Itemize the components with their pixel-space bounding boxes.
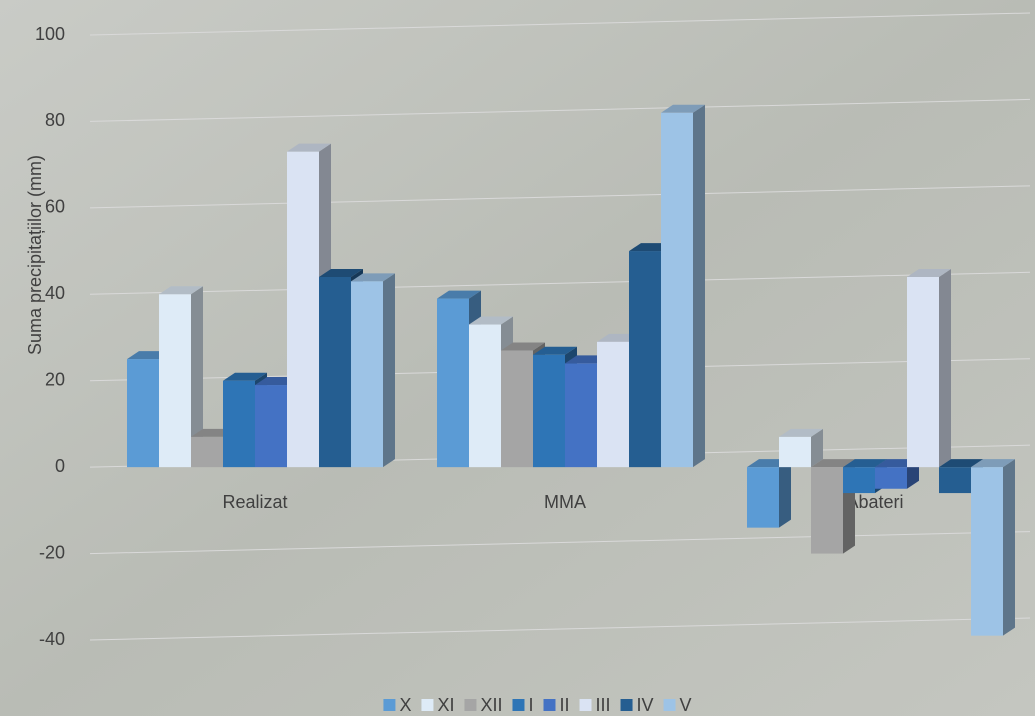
legend-label: II xyxy=(560,695,570,715)
legend-swatch xyxy=(621,699,633,711)
bar xyxy=(811,467,843,553)
bar xyxy=(127,359,159,467)
bar xyxy=(565,363,597,467)
bar-side xyxy=(1003,459,1015,636)
legend-label: XII xyxy=(480,695,502,715)
bar xyxy=(907,277,939,467)
x-tick-label: Abateri xyxy=(846,492,903,512)
y-tick-label: -40 xyxy=(39,629,65,649)
legend-label: V xyxy=(680,695,692,715)
x-tick-label: MMA xyxy=(544,492,586,512)
y-tick-label: 100 xyxy=(35,24,65,44)
y-tick-label: 0 xyxy=(55,456,65,476)
legend-label: XI xyxy=(437,695,454,715)
bar-side xyxy=(693,105,705,467)
y-axis-label: Suma precipitațiilor (mm) xyxy=(25,155,45,355)
legend-label: III xyxy=(596,695,611,715)
bar-side xyxy=(939,269,951,467)
legend-swatch xyxy=(544,699,556,711)
bar-side xyxy=(383,273,395,467)
legend-swatch xyxy=(580,699,592,711)
bar xyxy=(255,385,287,467)
legend-swatch xyxy=(421,699,433,711)
legend-swatch xyxy=(664,699,676,711)
bar xyxy=(971,467,1003,636)
bar-side xyxy=(779,459,791,528)
bar xyxy=(351,281,383,467)
bar xyxy=(223,381,255,467)
bar xyxy=(597,342,629,467)
bar xyxy=(843,467,875,493)
legend-swatch xyxy=(512,699,524,711)
legend-label: X xyxy=(399,695,411,715)
bar xyxy=(779,437,811,467)
legend-label: IV xyxy=(637,695,654,715)
legend-swatch xyxy=(464,699,476,711)
legend-label: I xyxy=(528,695,533,715)
bar xyxy=(437,299,469,468)
bar xyxy=(939,467,971,493)
bar xyxy=(875,467,907,489)
bar xyxy=(747,467,779,527)
y-tick-label: -20 xyxy=(39,542,65,562)
bar xyxy=(661,113,693,467)
y-tick-label: 20 xyxy=(45,369,65,389)
bar xyxy=(191,437,223,467)
bar xyxy=(501,350,533,467)
x-tick-label: Realizat xyxy=(222,492,287,512)
y-tick-label: 40 xyxy=(45,283,65,303)
chart: Suma precipitațiilor (mm) -40 -20 0 20 40 60 8… xyxy=(0,0,1035,716)
bar xyxy=(287,152,319,467)
legend-swatch xyxy=(383,699,395,711)
bar xyxy=(629,251,661,467)
y-tick-label: 80 xyxy=(45,110,65,130)
bar xyxy=(159,294,191,467)
bar xyxy=(469,325,501,468)
bar xyxy=(533,355,565,467)
y-tick-label: 60 xyxy=(45,197,65,217)
bar xyxy=(319,277,351,467)
